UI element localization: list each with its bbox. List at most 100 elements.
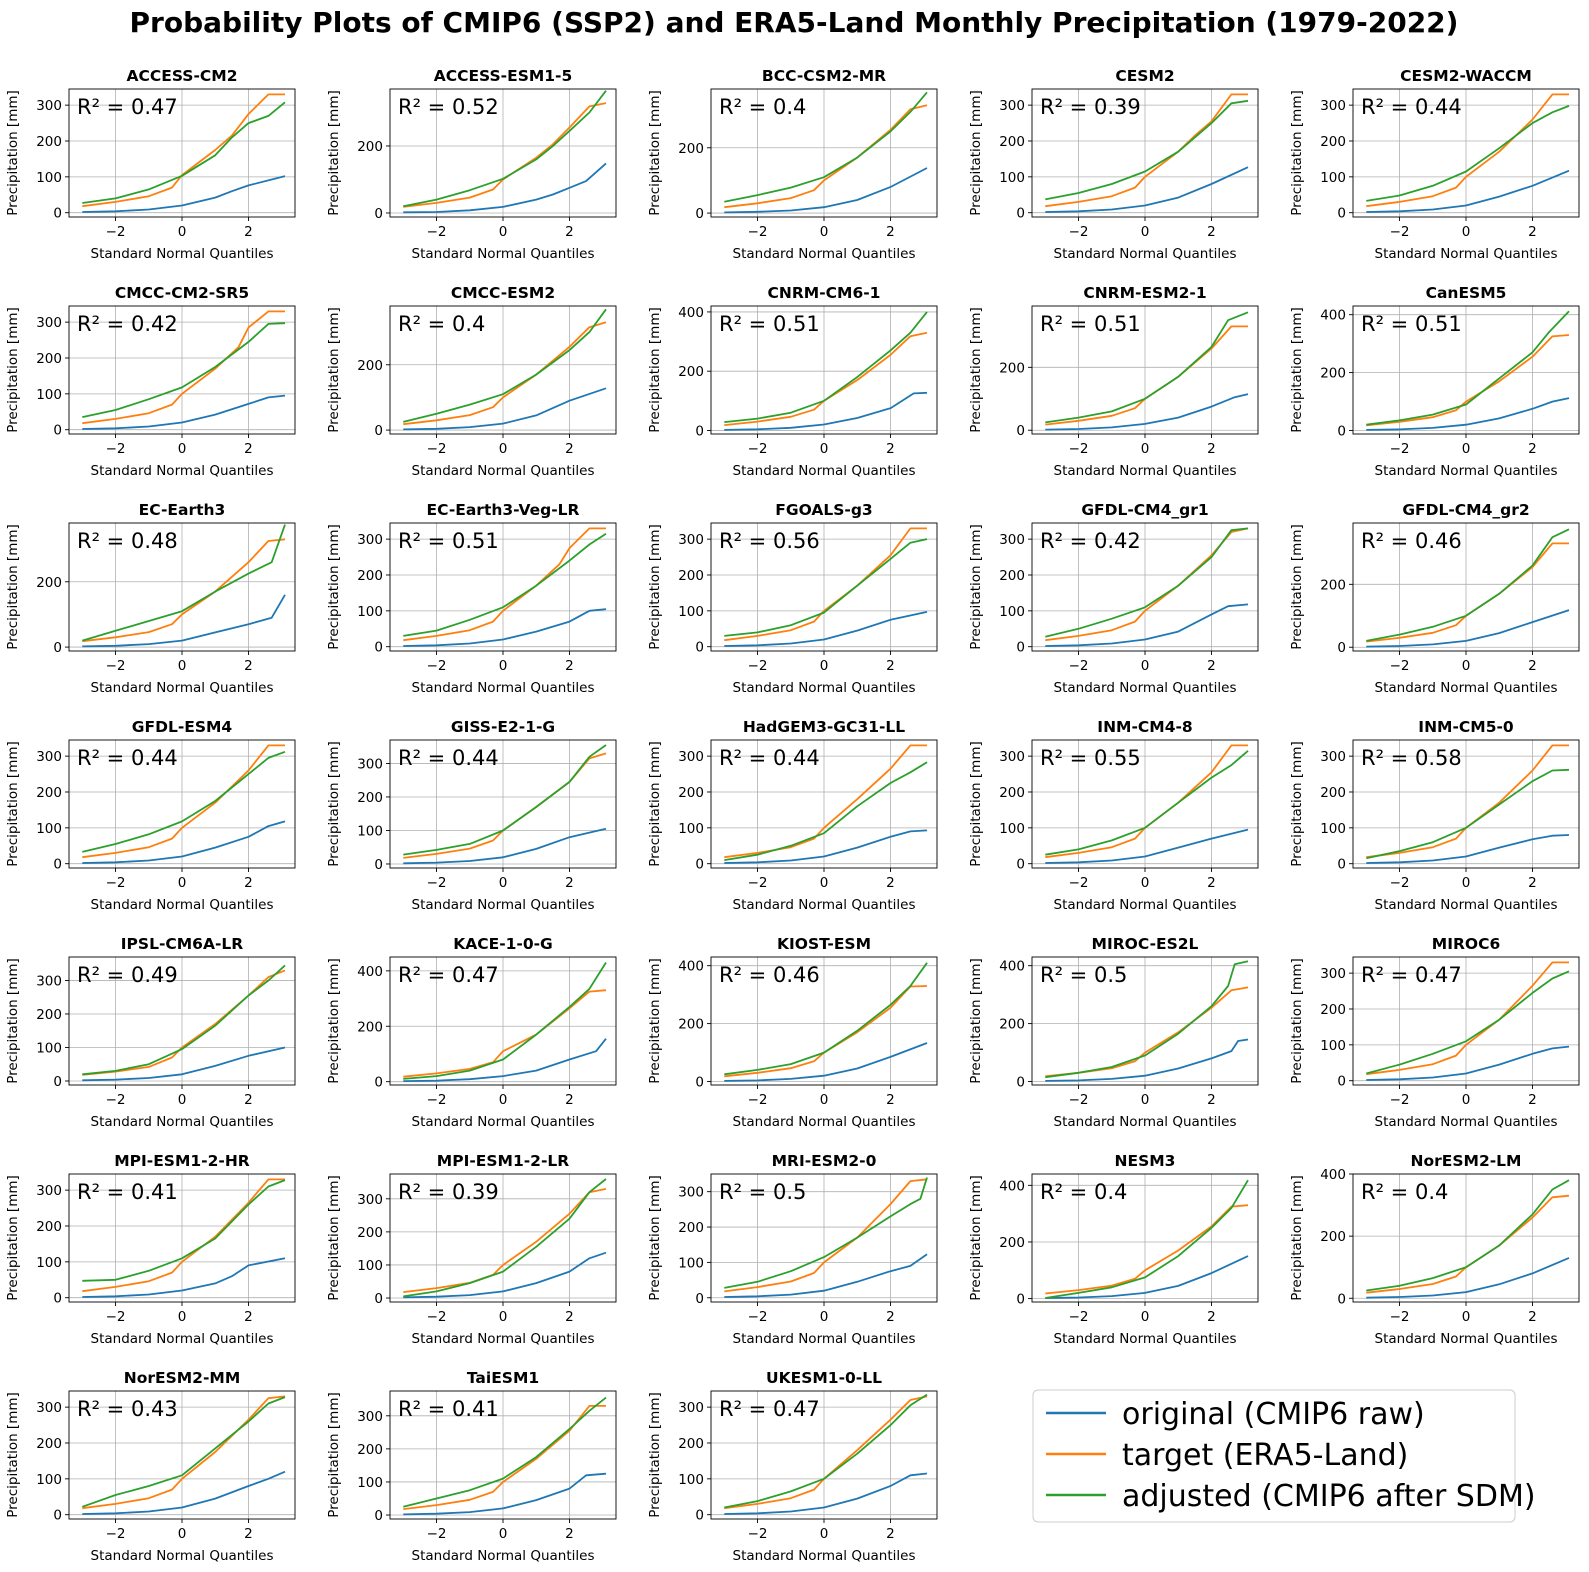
y-tick-label: 0 — [374, 206, 383, 222]
series-line-target — [403, 1405, 606, 1510]
y-tick-label: 0 — [53, 857, 62, 873]
y-tick-label: 300 — [36, 1183, 62, 1199]
y-tick-label: 100 — [357, 823, 383, 839]
subplot: −2 0 2 0 100 200 300 CESM2-WACCM R² = 0.44 Standa… — [1289, 67, 1580, 262]
x-tick-label: 2 — [1528, 1092, 1537, 1108]
y-tick-label: 300 — [36, 973, 62, 989]
subplot: −2 0 2 0 200 GFDL-CM4_gr2 R² = 0.46 Standard No… — [1289, 501, 1580, 696]
y-tick-label: 300 — [1320, 966, 1346, 982]
r-squared-label: R² = 0.47 — [398, 963, 499, 987]
series-line-original — [1366, 397, 1570, 431]
y-tick-label: 200 — [999, 1235, 1025, 1251]
subplot: −2 0 2 0 100 200 300 TaiESM1 R² = 0.41 Standard N… — [326, 1369, 617, 1564]
y-tick-label: 200 — [999, 568, 1025, 584]
r-squared-label: R² = 0.47 — [719, 1397, 820, 1421]
subplot-title: CNRM-CM6-1 — [768, 284, 881, 302]
series-line-adjusted — [1366, 970, 1570, 1075]
x-tick-label: 2 — [565, 875, 574, 891]
x-tick-label: 2 — [1528, 658, 1537, 674]
series-line-target — [403, 989, 607, 1078]
y-tick-label: 100 — [36, 1040, 62, 1056]
x-tick-label: 2 — [244, 658, 253, 674]
y-tick-label: 300 — [36, 1400, 62, 1416]
x-tick-label: 2 — [886, 1092, 895, 1108]
y-tick-label: 0 — [695, 857, 704, 873]
x-axis-label: Standard Normal Quantiles — [1054, 897, 1237, 913]
subplot: −2 0 2 0 200 400 NESM3 R² = 0.4 Standard Normal … — [968, 1152, 1259, 1347]
x-tick-label: 0 — [1462, 441, 1471, 457]
y-axis-label: Precipitation [mm] — [1289, 741, 1305, 867]
y-tick-label: 100 — [36, 1255, 62, 1271]
subplot: −2 0 2 0 100 200 300 MRI-ESM2-0 R² = 0.5 Standard… — [647, 1152, 938, 1347]
y-tick-label: 0 — [1016, 640, 1025, 656]
r-squared-label: R² = 0.42 — [1040, 529, 1141, 553]
y-tick-label: 300 — [36, 98, 62, 114]
series-line-original — [1045, 603, 1249, 647]
series-line-target — [403, 321, 607, 426]
x-axis-label: Standard Normal Quantiles — [91, 1331, 274, 1347]
series-line-original — [403, 1038, 607, 1082]
y-tick-label: 0 — [374, 857, 383, 873]
y-axis-label: Precipitation [mm] — [647, 524, 663, 650]
series-line-adjusted — [403, 533, 607, 637]
series-line-target — [1366, 334, 1570, 427]
y-tick-label: 0 — [374, 423, 383, 439]
series-line-adjusted — [82, 524, 286, 642]
series-line-original — [724, 1472, 928, 1515]
y-axis-label: Precipitation [mm] — [1289, 524, 1305, 650]
y-tick-label: 300 — [1320, 98, 1346, 114]
r-squared-label: R² = 0.44 — [398, 746, 499, 770]
y-axis-label: Precipitation [mm] — [968, 524, 984, 650]
x-tick-label: 0 — [178, 1309, 187, 1325]
series-line-adjusted — [82, 964, 286, 1076]
y-axis-label: Precipitation [mm] — [968, 1175, 984, 1301]
series-line-target — [403, 1188, 607, 1293]
y-axis-label: Precipitation [mm] — [647, 958, 663, 1084]
y-tick-label: 200 — [678, 364, 704, 380]
x-tick-label: 2 — [244, 224, 253, 240]
subplot: −2 0 2 0 200 EC-Earth3 R² = 0.48 Standard Norma… — [5, 501, 296, 696]
y-tick-label: 200 — [357, 1442, 383, 1458]
x-axis-label: Standard Normal Quantiles — [1375, 463, 1558, 479]
series-line-original — [724, 1042, 928, 1082]
r-squared-label: R² = 0.49 — [77, 963, 178, 987]
x-tick-label: 2 — [886, 658, 895, 674]
x-tick-label: 0 — [1141, 441, 1150, 457]
y-tick-label: 400 — [1320, 308, 1346, 324]
series-line-target — [82, 744, 285, 859]
x-axis-label: Standard Normal Quantiles — [412, 897, 595, 913]
x-tick-label: 0 — [499, 1092, 508, 1108]
x-tick-label: −2 — [106, 1526, 126, 1542]
y-tick-label: 0 — [695, 1291, 704, 1307]
series-line-target — [82, 93, 285, 208]
x-tick-label: −2 — [1390, 875, 1410, 891]
y-tick-label: 200 — [999, 785, 1025, 801]
x-tick-label: −2 — [1069, 658, 1089, 674]
series-line-adjusted — [724, 1393, 928, 1509]
series-line-adjusted — [81, 1396, 286, 1508]
y-tick-label: 200 — [678, 568, 704, 584]
legend-label-target: target (ERA5-Land) — [1122, 1438, 1408, 1473]
y-tick-label: 300 — [678, 532, 704, 548]
subplot-title: NorESM2-MM — [124, 1369, 241, 1387]
x-tick-label: 0 — [499, 1526, 508, 1542]
series-line-target — [1366, 93, 1569, 208]
subplot: −2 0 2 0 200 400 KACE-1-0-G R² = 0.47 Standard N… — [326, 935, 617, 1130]
subplot: −2 0 2 0 200 CNRM-ESM2-1 R² = 0.51 Standard Nor… — [968, 284, 1259, 479]
x-tick-label: 0 — [499, 441, 508, 457]
y-tick-label: 0 — [53, 423, 62, 439]
subplot-title: CNRM-ESM2-1 — [1083, 284, 1206, 302]
x-tick-label: 2 — [565, 1092, 574, 1108]
subplot: −2 0 2 0 200 400 CanESM5 R² = 0.51 Standard Norm… — [1289, 284, 1580, 479]
y-axis-label: Precipitation [mm] — [647, 90, 663, 216]
series-line-original — [403, 162, 607, 214]
y-axis-label: Precipitation [mm] — [326, 741, 342, 867]
y-tick-label: 0 — [53, 1291, 62, 1307]
y-tick-label: 300 — [36, 749, 62, 765]
x-axis-label: Standard Normal Quantiles — [91, 897, 274, 913]
series-line-adjusted — [82, 101, 286, 204]
x-tick-label: −2 — [106, 441, 126, 457]
r-squared-label: R² = 0.4 — [398, 312, 485, 336]
series-line-target — [1045, 986, 1249, 1078]
